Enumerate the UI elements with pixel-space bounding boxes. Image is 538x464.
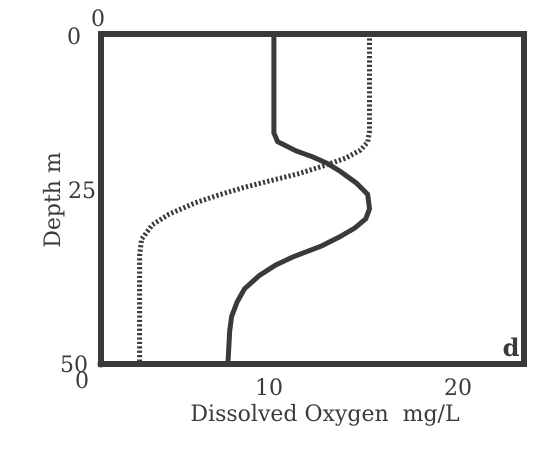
x-tick-label-20: 20 bbox=[444, 376, 472, 401]
x-tick-label-10: 10 bbox=[255, 376, 283, 401]
y-tick-label-25: 25 bbox=[68, 179, 96, 204]
series-line-dotted bbox=[137, 34, 372, 364]
panel-label: d bbox=[503, 333, 520, 362]
y-tick-label-50: 50 bbox=[60, 353, 88, 378]
y-axis-label: Depth m bbox=[41, 152, 66, 248]
y-tick-label-0: 0 bbox=[67, 25, 81, 50]
origin-dot bbox=[97, 360, 105, 368]
series-line-solid bbox=[225, 31, 372, 367]
series-layer bbox=[97, 31, 372, 368]
x-tick-label-0: 0 bbox=[75, 369, 89, 394]
x-axis-label: Dissolved Oxygen mg/L bbox=[190, 402, 460, 427]
plot-frame bbox=[98, 31, 527, 367]
corner-top-label: 0 bbox=[91, 7, 105, 32]
